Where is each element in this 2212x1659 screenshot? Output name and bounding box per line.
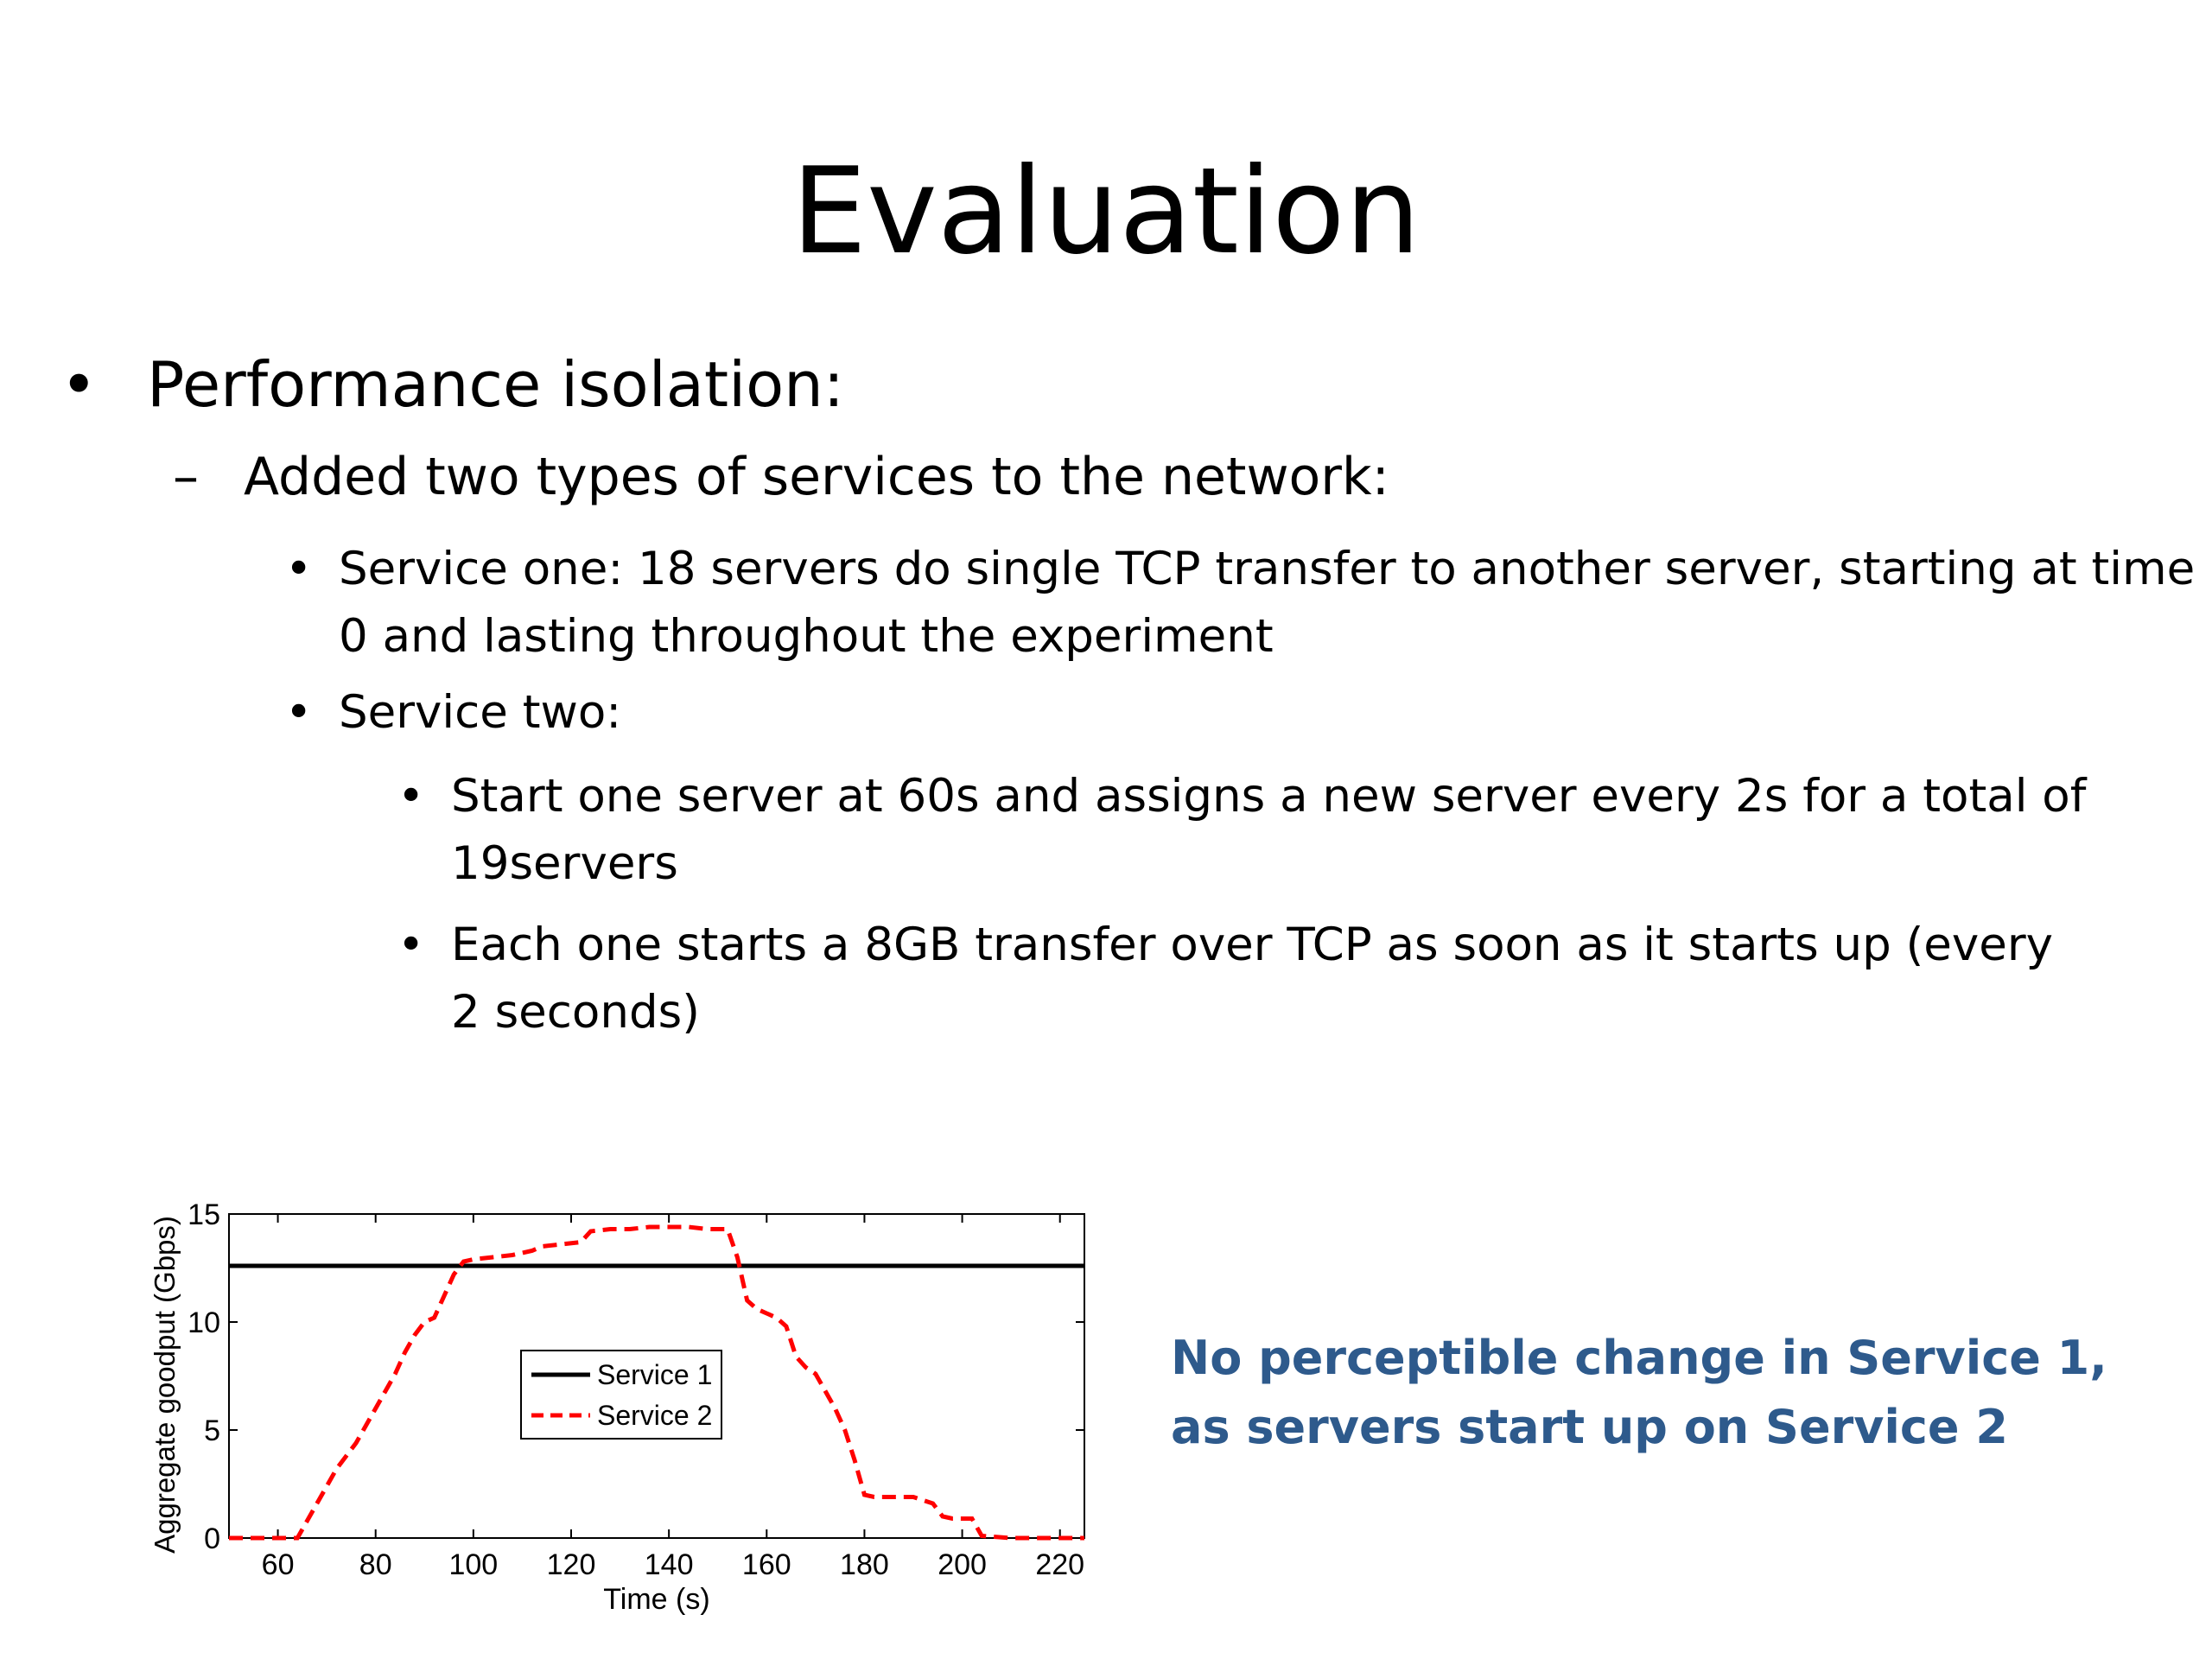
item-text: Service two: (339, 686, 622, 739)
sub-bullet-text: Added two types of services to the netwo… (244, 447, 1389, 507)
y-tick-label: 5 (204, 1414, 220, 1447)
bullet-dot-icon: • (397, 770, 425, 823)
x-tick-label: 60 (262, 1548, 295, 1581)
legend-box (520, 1350, 722, 1440)
legend-label: Service 1 (597, 1359, 712, 1390)
y-tick-label: 10 (188, 1306, 220, 1339)
slide-title: Evaluation (791, 142, 1421, 281)
item-text: Start one server at 60s and assigns a ne… (451, 770, 2087, 890)
x-tick-label: 220 (1035, 1548, 1084, 1581)
callout-note: No perceptible change in Service 1, as s… (1171, 1331, 2107, 1454)
series-line-2 (229, 1224, 1084, 1541)
x-tick-label: 100 (448, 1548, 498, 1581)
goodput-chart: 60 80 100 120 140 160 180 200 220 0 5 10 15 Time (s) A… (149, 1198, 1085, 1616)
y-axis-label: Aggregate goodput (Gbps) (149, 1216, 181, 1554)
x-tick-label: 180 (840, 1548, 889, 1581)
x-tick-label: 200 (938, 1548, 987, 1581)
x-tick-label: 140 (645, 1548, 694, 1581)
bullet-dot-icon: • (285, 686, 313, 739)
dash-icon: – (173, 447, 199, 507)
bullet-dot-icon: • (285, 543, 313, 595)
item-text: Each one starts a 8GB transfer over TCP … (451, 918, 2054, 1039)
x-axis-label: Time (s) (603, 1583, 709, 1616)
legend-label: Service 2 (597, 1400, 712, 1431)
y-tick-label: 15 (188, 1198, 220, 1231)
bullet-text: Performance isolation: (147, 348, 845, 421)
x-tick-label: 160 (742, 1548, 791, 1581)
bullet-dot-icon: • (60, 348, 98, 421)
x-tick-label: 80 (359, 1548, 392, 1581)
item-text: Service one: 18 servers do single TCP tr… (339, 543, 2196, 663)
bullet-dot-icon: • (397, 918, 425, 971)
y-tick-label: 0 (204, 1522, 220, 1555)
x-tick-label: 120 (547, 1548, 596, 1581)
